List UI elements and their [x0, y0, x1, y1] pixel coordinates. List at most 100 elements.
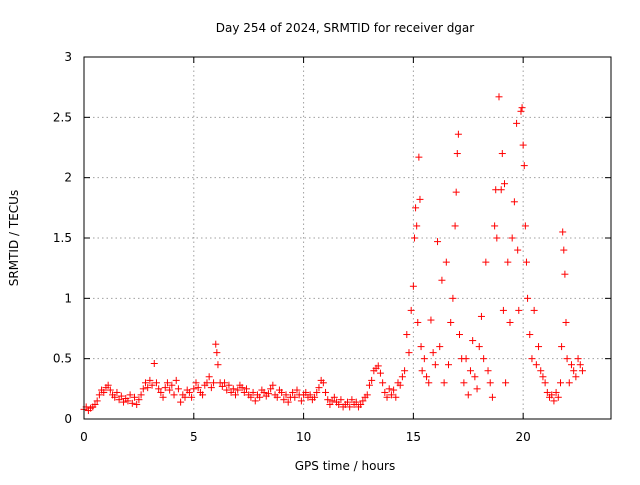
data-point [413, 222, 421, 230]
data-point [95, 391, 103, 399]
data-point [452, 188, 460, 196]
data-point [185, 388, 193, 396]
data-point [289, 388, 297, 396]
data-point [267, 385, 275, 393]
data-point [181, 393, 189, 401]
data-point [223, 386, 231, 394]
data-point [517, 107, 525, 115]
x-axis-label: GPS time / hours [295, 459, 396, 473]
data-point [449, 294, 457, 302]
data-point [337, 396, 345, 404]
data-point [520, 162, 528, 170]
data-point [416, 195, 424, 203]
data-point [249, 388, 257, 396]
data-point [144, 384, 152, 392]
data-point [477, 312, 485, 320]
data-point [357, 401, 365, 409]
data-point [213, 349, 221, 357]
data-point [330, 393, 338, 401]
y-tick-label: 0.5 [53, 352, 72, 366]
data-point [135, 396, 143, 404]
data-point [532, 361, 540, 369]
data-point [515, 306, 523, 314]
data-point [359, 397, 367, 405]
data-point [548, 391, 556, 399]
data-point [417, 343, 425, 351]
data-point [442, 258, 450, 266]
data-point [157, 388, 165, 396]
data-point [454, 130, 462, 138]
data-point [471, 373, 479, 381]
data-point [302, 388, 310, 396]
data-point [131, 393, 139, 401]
data-point [168, 381, 176, 389]
data-point [225, 381, 233, 389]
data-point [550, 397, 558, 405]
data-point [418, 367, 426, 375]
data-point [438, 276, 446, 284]
data-point [535, 343, 543, 351]
data-point [504, 258, 512, 266]
data-point [414, 318, 422, 326]
data-point [420, 355, 428, 363]
data-point [460, 379, 468, 387]
data-point [381, 388, 389, 396]
data-point [306, 391, 314, 399]
chart-title: Day 254 of 2024, SRMTID for receiver dga… [216, 21, 475, 35]
data-point [194, 384, 202, 392]
data-point [537, 367, 545, 375]
data-point [251, 397, 259, 405]
data-point [348, 396, 356, 404]
data-point [139, 385, 147, 393]
data-point [403, 331, 411, 339]
data-point [352, 398, 360, 406]
data-point [284, 398, 292, 406]
x-tick-label: 20 [516, 430, 531, 444]
data-point [365, 381, 373, 389]
data-point [326, 401, 334, 409]
grid [84, 57, 611, 419]
data-point [423, 373, 431, 381]
data-point [324, 396, 332, 404]
data-point [260, 388, 268, 396]
data-point [152, 379, 160, 387]
data-point [519, 141, 527, 149]
data-point [247, 393, 255, 401]
data-point [150, 359, 158, 367]
y-tick-label: 3 [64, 50, 72, 64]
data-point [407, 306, 415, 314]
data-point [556, 379, 564, 387]
data-point [560, 246, 568, 254]
data-point [469, 337, 477, 345]
data-point [539, 373, 547, 381]
data-point [368, 376, 376, 384]
data-point [567, 361, 575, 369]
x-tick-label: 10 [296, 430, 311, 444]
data-point [205, 373, 213, 381]
data-point [148, 381, 156, 389]
data-point [412, 204, 420, 212]
data-point [480, 355, 488, 363]
data-point [530, 306, 538, 314]
data-point [328, 397, 336, 405]
data-point [522, 258, 530, 266]
data-point [383, 393, 391, 401]
plot-frame [83, 56, 612, 420]
data-point [133, 401, 141, 409]
data-point [174, 385, 182, 393]
data-point [475, 343, 483, 351]
data-point [264, 390, 272, 398]
data-point [344, 398, 351, 406]
data-point [462, 355, 470, 363]
data-point [498, 150, 506, 158]
data-point [141, 379, 149, 387]
data-point [513, 119, 521, 127]
data-point [436, 343, 444, 351]
data-point [212, 340, 220, 348]
data-point [137, 391, 145, 399]
data-point [221, 379, 229, 387]
data-point [576, 361, 584, 369]
data-point [159, 393, 167, 401]
data-point [482, 258, 490, 266]
data-point [561, 270, 569, 278]
